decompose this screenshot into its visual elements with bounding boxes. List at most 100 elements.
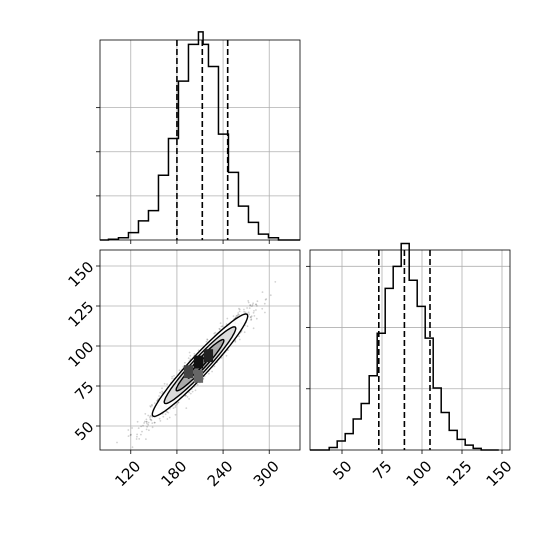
- histogram-bin: [393, 266, 401, 450]
- scatter-point: [225, 354, 228, 357]
- scatter-point: [147, 423, 150, 426]
- x-tick-label: 120: [111, 457, 144, 490]
- y-tick-label: 125: [64, 298, 97, 331]
- scatter-point: [147, 414, 150, 417]
- histogram-bin: [441, 412, 449, 450]
- scatter-point: [252, 302, 255, 305]
- histogram-bin: [433, 388, 441, 450]
- scatter-point: [163, 382, 166, 385]
- scatter-point: [151, 422, 154, 424]
- scatter-point: [193, 352, 196, 355]
- scatter-point: [131, 446, 134, 449]
- scatter-point: [238, 310, 241, 313]
- scatter-point: [213, 365, 216, 368]
- scatter-point: [187, 357, 190, 359]
- x-tick-label: 75: [369, 457, 395, 483]
- scatter-point: [129, 434, 132, 436]
- scatter-point: [150, 418, 152, 421]
- scatter-point: [243, 308, 245, 311]
- scatter-point: [220, 325, 223, 328]
- histogram-bin: [188, 44, 198, 240]
- scatter-point: [238, 308, 241, 311]
- histogram-step-line: [310, 242, 499, 451]
- scatter-point: [185, 394, 187, 397]
- scatter-point: [145, 420, 148, 423]
- scatter-point: [153, 421, 156, 424]
- scatter-point: [248, 313, 251, 316]
- scatter-point: [159, 391, 162, 394]
- scatter-point: [146, 425, 149, 428]
- x-tick-label: 240: [204, 457, 237, 490]
- scatter-point: [127, 429, 130, 431]
- scatter-point: [274, 281, 277, 283]
- scatter-point: [176, 403, 179, 405]
- scatter-point: [255, 303, 258, 306]
- scatter-point: [174, 413, 177, 416]
- histogram-bin: [361, 403, 369, 450]
- scatter-point: [145, 438, 147, 440]
- histogram-bin: [248, 222, 258, 240]
- scatter-point: [140, 425, 143, 428]
- scatter-point: [244, 311, 247, 314]
- scatter-point: [249, 304, 252, 307]
- histogram-bin: [457, 439, 465, 450]
- scatter-point: [247, 300, 250, 302]
- scatter-point: [141, 430, 143, 433]
- scatter-point: [166, 411, 169, 413]
- x-tick-label: 180: [158, 457, 191, 490]
- histogram-bin: [178, 81, 188, 240]
- scatter-point: [178, 369, 181, 372]
- density-cell: [183, 365, 194, 378]
- scatter-point: [261, 291, 264, 293]
- histogram-bin: [238, 206, 248, 240]
- panel-scatter-xy: 120 180 240 300 50 75 100 125 150: [64, 249, 301, 490]
- scatter-point: [254, 303, 257, 306]
- scatter-point: [255, 309, 257, 311]
- scatter-point: [142, 424, 144, 427]
- scatter-point: [131, 427, 134, 429]
- axes-frame: [309, 249, 511, 451]
- histogram-bin: [208, 66, 218, 240]
- scatter-point: [238, 335, 241, 338]
- histogram-bin: [449, 430, 457, 450]
- scatter-point: [158, 395, 161, 397]
- scatter-point: [219, 322, 222, 324]
- scatter-point: [206, 339, 209, 341]
- scatter-point: [246, 325, 249, 328]
- scatter-point: [153, 402, 156, 404]
- y-tick-label: 150: [64, 258, 97, 291]
- scatter-point: [269, 294, 272, 297]
- scatter-point: [150, 415, 153, 417]
- scatter-point: [149, 415, 152, 417]
- scatter-point: [236, 314, 239, 317]
- scatter-point: [237, 313, 240, 316]
- scatter-point: [238, 307, 240, 310]
- histogram-bin: [128, 233, 138, 240]
- histogram-bin: [401, 243, 409, 450]
- scatter-point: [247, 301, 250, 304]
- scatter-plot-area: [116, 281, 277, 449]
- scatter-point: [144, 413, 147, 415]
- scatter-point: [261, 307, 264, 310]
- scatter-point: [171, 375, 174, 378]
- scatter-point: [211, 370, 214, 373]
- scatter-point: [227, 349, 229, 351]
- scatter-point: [188, 398, 191, 400]
- scatter-point: [145, 428, 148, 431]
- scatter-point: [151, 426, 154, 429]
- scatter-point: [251, 305, 253, 307]
- y-tick-label: 100: [64, 338, 97, 371]
- scatter-point: [116, 441, 118, 444]
- scatter-point: [252, 311, 255, 314]
- scatter-point: [145, 420, 148, 423]
- x-tick-label: 50: [329, 457, 355, 483]
- scatter-point: [149, 416, 151, 419]
- scatter-point: [149, 405, 152, 407]
- scatter-point: [256, 305, 258, 307]
- panel-histogram-x: [96, 31, 301, 244]
- x-tick-label: 100: [403, 457, 436, 490]
- scatter-point: [147, 421, 150, 424]
- scatter-point: [189, 354, 192, 357]
- scatter-point: [151, 403, 153, 406]
- scatter-point: [250, 318, 253, 321]
